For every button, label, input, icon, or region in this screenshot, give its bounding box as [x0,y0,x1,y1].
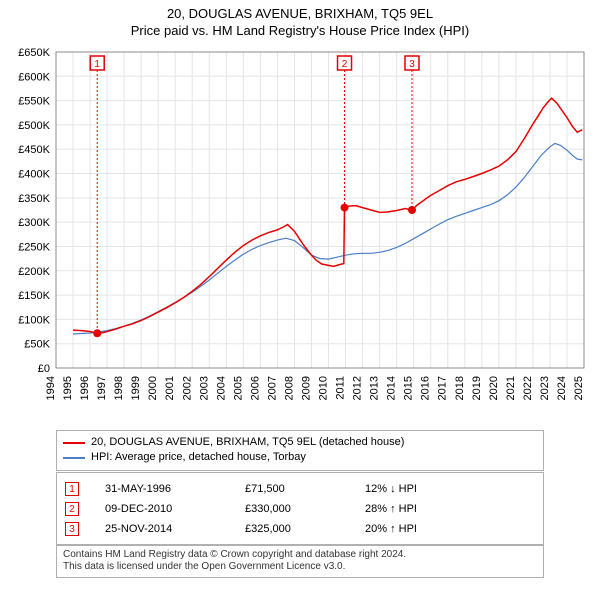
y-tick-label: £0 [38,363,50,375]
sale-marker-dot [408,206,416,214]
legend-row: 20, DOUGLAS AVENUE, BRIXHAM, TQ5 9EL (de… [63,435,537,450]
event-price: £330,000 [245,503,365,515]
y-tick-label: £50K [24,339,50,351]
y-tick-label: £450K [18,144,50,156]
y-tick-label: £550K [18,96,50,108]
x-tick-label: 2004 [215,376,227,400]
x-tick-label: 2022 [522,376,534,400]
x-tick-label: 2014 [386,376,398,400]
event-date: 25-NOV-2014 [105,523,245,535]
x-tick-label: 2002 [181,376,193,400]
x-tick-label: 1994 [45,376,57,400]
y-tick-label: £650K [18,47,50,59]
x-tick-label: 2016 [420,376,432,400]
x-tick-label: 2015 [403,376,415,400]
event-price: £71,500 [245,483,365,495]
x-tick-label: 1996 [79,376,91,400]
legend-box: 20, DOUGLAS AVENUE, BRIXHAM, TQ5 9EL (de… [56,430,544,471]
y-tick-label: £400K [18,169,50,181]
attribution-line1: Contains HM Land Registry data © Crown c… [63,549,537,561]
sale-marker-number: 1 [94,59,100,70]
x-tick-label: 2009 [300,376,312,400]
x-tick-label: 2000 [147,376,159,400]
x-tick-label: 2005 [232,376,244,400]
legend-row: HPI: Average price, detached house, Torb… [63,450,537,465]
y-tick-label: £500K [18,120,50,132]
x-tick-label: 2006 [249,376,261,400]
x-tick-label: 2019 [471,376,483,400]
x-tick-label: 2024 [556,376,568,400]
chart-title-line2: Price paid vs. HM Land Registry's House … [0,21,600,38]
x-tick-label: 1995 [62,376,74,400]
x-tick-label: 2018 [454,376,466,400]
legend-label: HPI: Average price, detached house, Torb… [91,450,306,465]
x-tick-label: 2003 [198,376,210,400]
y-tick-label: £300K [18,217,50,229]
series-hpi [73,143,582,334]
series-price_paid [73,98,582,333]
chart-title-line1: 20, DOUGLAS AVENUE, BRIXHAM, TQ5 9EL [0,0,600,21]
x-tick-label: 2007 [266,376,278,400]
x-tick-label: 2025 [573,376,585,400]
event-row: 1 31-MAY-1996£71,50012% ↓ HPI [65,479,535,499]
attribution-line2: This data is licensed under the Open Gov… [63,561,537,573]
sale-marker-number: 3 [409,59,415,70]
plot-border [56,52,584,368]
attribution-box: Contains HM Land Registry data © Crown c… [56,544,544,578]
x-tick-label: 2012 [352,376,364,400]
event-row: 3 25-NOV-2014£325,00020% ↑ HPI [65,519,535,539]
event-date: 09-DEC-2010 [105,503,245,515]
x-tick-label: 2010 [318,376,330,400]
x-tick-label: 1997 [96,376,108,400]
x-tick-label: 2020 [488,376,500,400]
event-delta: 28% ↑ HPI [365,503,535,515]
x-tick-label: 2001 [164,376,176,400]
y-tick-label: £600K [18,71,50,83]
x-tick-label: 2021 [505,376,517,400]
legend-swatch [63,457,85,459]
legend-swatch [63,442,85,444]
event-row: 2 09-DEC-2010£330,00028% ↑ HPI [65,499,535,519]
y-tick-label: £200K [18,266,50,278]
x-tick-label: 2017 [437,376,449,400]
x-tick-label: 2023 [539,376,551,400]
y-tick-label: £150K [18,290,50,302]
x-tick-label: 1999 [130,376,142,400]
events-box: 1 31-MAY-1996£71,50012% ↓ HPI 2 09-DEC-2010… [56,472,544,546]
chart-area: £0 £50K £100K £150K £200K £250K £300K £350K £400… [0,44,600,424]
page-root: 20, DOUGLAS AVENUE, BRIXHAM, TQ5 9EL Pri… [0,0,600,590]
x-tick-label: 2011 [335,376,347,400]
event-delta: 12% ↓ HPI [365,483,535,495]
event-marker: 1 [65,482,79,496]
y-tick-label: £250K [18,241,50,253]
event-price: £325,000 [245,523,365,535]
x-tick-label: 1998 [113,376,125,400]
event-marker: 2 [65,502,79,516]
event-delta: 20% ↑ HPI [365,523,535,535]
x-tick-label: 2013 [369,376,381,400]
event-marker: 3 [65,522,79,536]
sale-marker-dot [93,329,101,337]
event-date: 31-MAY-1996 [105,483,245,495]
chart-svg: £0 £50K £100K £150K £200K £250K £300K £350K £400… [0,44,600,424]
sale-marker-dot [341,204,349,212]
x-tick-label: 2008 [283,376,295,400]
legend-label: 20, DOUGLAS AVENUE, BRIXHAM, TQ5 9EL (de… [91,435,404,450]
sale-marker-number: 2 [342,59,348,70]
y-tick-label: £350K [18,193,50,205]
y-tick-label: £100K [18,314,50,326]
